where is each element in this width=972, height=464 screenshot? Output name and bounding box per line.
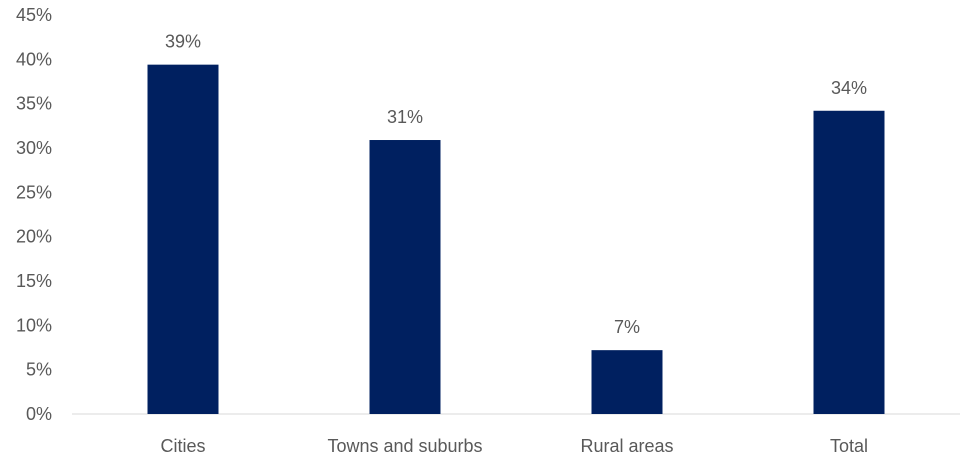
y-tick-label: 35% <box>16 94 52 114</box>
x-category-label: Total <box>830 436 868 456</box>
x-category-label: Towns and suburbs <box>327 436 482 456</box>
bar <box>591 350 663 414</box>
bar <box>369 140 441 414</box>
y-tick-label: 15% <box>16 271 52 291</box>
bars-group <box>147 64 885 415</box>
y-tick-label: 0% <box>26 404 52 424</box>
y-tick-label: 5% <box>26 360 52 380</box>
y-tick-label: 20% <box>16 227 52 247</box>
data-label: 7% <box>614 317 640 337</box>
y-axis-ticks: 0% 5% 10% 15% 20% 25% 30% 35% 40% 45% <box>16 5 52 424</box>
data-label: 31% <box>387 107 423 127</box>
x-category-label: Rural areas <box>580 436 673 456</box>
y-tick-label: 30% <box>16 138 52 158</box>
y-tick-label: 25% <box>16 182 52 202</box>
y-tick-label: 45% <box>16 5 52 25</box>
x-axis-labels: Cities Towns and suburbs Rural areas Total <box>160 436 868 456</box>
y-tick-label: 10% <box>16 315 52 335</box>
bar <box>147 64 219 415</box>
data-label: 39% <box>165 32 201 52</box>
data-label: 34% <box>831 78 867 98</box>
bar <box>813 110 885 414</box>
x-category-label: Cities <box>160 436 205 456</box>
y-tick-label: 40% <box>16 49 52 69</box>
data-labels-group: 39% 31% 7% 34% <box>165 32 867 338</box>
